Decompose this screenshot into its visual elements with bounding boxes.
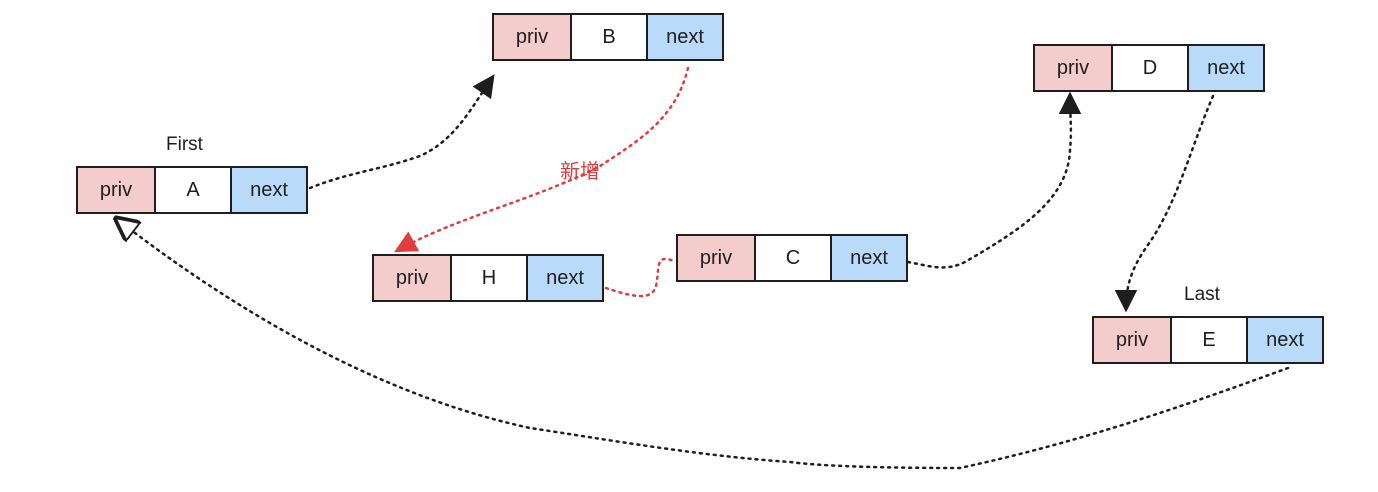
node-e-priv: priv (1094, 318, 1170, 362)
node-e-value: E (1170, 318, 1246, 362)
node-d-value: D (1111, 46, 1187, 90)
node-c-priv: priv (678, 236, 754, 280)
node-b-priv: priv (494, 15, 570, 59)
first-label: First (166, 134, 203, 155)
node-d-priv: priv (1035, 46, 1111, 90)
edge-b-next-to-h-added (394, 66, 690, 253)
node-e: priv E next (1092, 316, 1324, 364)
node-h: priv H next (372, 254, 604, 302)
node-b: priv B next (492, 13, 724, 61)
node-a-next: next (230, 168, 306, 212)
node-b-next: next (646, 15, 722, 59)
node-d-next: next (1187, 46, 1263, 90)
edge-a-next-to-b (308, 74, 495, 190)
edge-c-next-to-d (906, 91, 1082, 269)
node-a: priv A next (76, 166, 308, 214)
edge-e-next-to-a (118, 220, 1290, 470)
node-a-priv: priv (78, 168, 154, 212)
edge-d-next-to-e (1114, 94, 1215, 313)
added-label: 新增 (560, 161, 600, 183)
node-e-next: next (1246, 318, 1322, 362)
node-h-next: next (526, 256, 602, 300)
node-c-next: next (830, 236, 906, 280)
node-h-value: H (450, 256, 526, 300)
last-label: Last (1184, 284, 1220, 305)
node-d: priv D next (1033, 44, 1265, 92)
node-a-value: A (154, 168, 230, 212)
node-c-value: C (754, 236, 830, 280)
node-c: priv C next (676, 234, 908, 282)
node-h-priv: priv (374, 256, 450, 300)
node-b-value: B (570, 15, 646, 59)
edge-h-next-to-c (604, 257, 678, 298)
